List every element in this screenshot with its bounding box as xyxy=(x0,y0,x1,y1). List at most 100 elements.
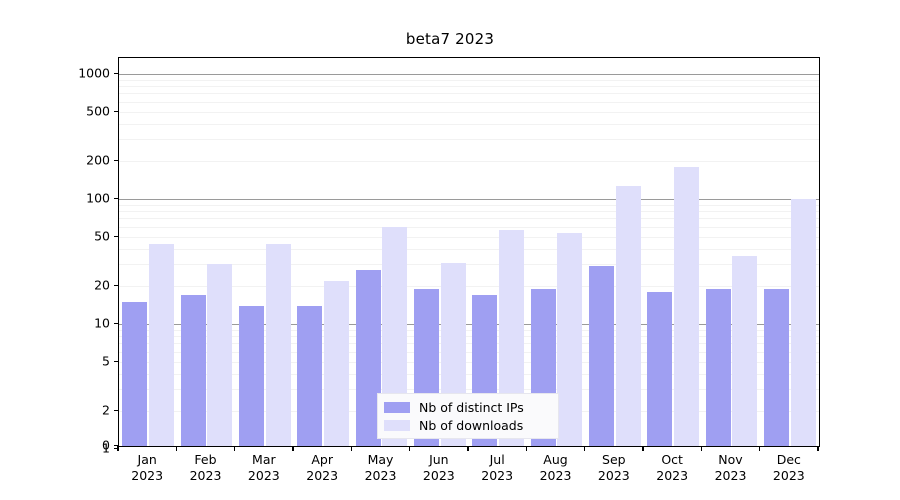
x-tick-mark xyxy=(759,446,761,451)
chart-title: beta7 2023 xyxy=(405,30,495,48)
bar-dec-distinct-ips xyxy=(764,289,790,446)
gridline-minor xyxy=(119,248,819,250)
chart-legend: Nb of distinct IPs Nb of downloads xyxy=(377,393,559,439)
bar-apr-downloads xyxy=(323,281,349,446)
x-tick-label-month: Oct xyxy=(661,452,683,467)
bar-nov-downloads xyxy=(732,256,758,446)
x-tick-label-year: 2023 xyxy=(597,468,630,483)
x-tick-mark xyxy=(175,446,177,451)
gridline-minor xyxy=(119,329,819,331)
gridline-minor xyxy=(119,236,819,238)
y-axis-tick-labels: 0 1 2 5 10 20 50 100 200 500 1000 xyxy=(48,57,110,456)
x-tick-label-month: Jul xyxy=(489,452,505,467)
gridline-minor xyxy=(119,211,819,213)
x-tick-label-month: Dec xyxy=(776,452,801,467)
bar-oct-distinct-ips xyxy=(647,292,673,446)
x-tick-label-may: May 2023 xyxy=(365,452,397,484)
legend-item-distinct-ips[interactable]: Nb of distinct IPs xyxy=(384,398,550,416)
x-axis-tick-labels: Jan 2023 Feb 2023 Mar 2023 Apr 2023 May 2023 Jun 20… xyxy=(118,452,818,496)
x-tick-label-year: 2023 xyxy=(306,468,339,483)
x-tick-label-month: Jun xyxy=(429,452,449,467)
legend-label-downloads: Nb of downloads xyxy=(419,417,524,433)
legend-swatch-icon-downloads xyxy=(384,419,410,431)
bar-apr-distinct-ips xyxy=(297,305,323,446)
y-tick-label-0: 0 xyxy=(102,437,110,453)
x-tick-label-month: Nov xyxy=(718,452,743,467)
y-tick-mark xyxy=(113,160,118,162)
x-tick-label-year: 2023 xyxy=(364,468,397,483)
x-tick-label-month: Feb xyxy=(194,452,217,467)
x-tick-mark xyxy=(642,446,644,451)
y-tick-label-500: 500 xyxy=(86,103,110,119)
x-tick-label-nov: Nov 2023 xyxy=(715,452,747,484)
legend-swatch-icon-distinct-ips xyxy=(384,401,410,413)
x-tick-label-month: Mar xyxy=(252,452,276,467)
bar-jan-distinct-ips xyxy=(122,302,148,446)
bar-may-distinct-ips xyxy=(355,270,381,446)
plot-area xyxy=(118,57,820,447)
y-tick-mark xyxy=(113,285,118,287)
x-tick-mark xyxy=(584,446,586,451)
bar-oct-downloads xyxy=(673,167,699,446)
bar-sep-downloads xyxy=(615,185,641,446)
x-tick-label-year: 2023 xyxy=(189,468,222,483)
gridline-minor xyxy=(119,389,819,391)
y-tick-label-20: 20 xyxy=(94,277,110,293)
bar-feb-distinct-ips xyxy=(180,295,206,446)
gridline-minor xyxy=(119,226,819,228)
y-tick-label-1: 1 xyxy=(102,440,110,456)
gridline-minor xyxy=(119,373,819,375)
x-tick-label-apr: Apr 2023 xyxy=(306,452,338,484)
gridline-minor xyxy=(119,351,819,353)
x-tick-label-year: 2023 xyxy=(539,468,572,483)
gridline-minor xyxy=(119,111,819,113)
x-tick-label-month: Sep xyxy=(602,452,626,467)
bar-aug-downloads xyxy=(557,233,583,446)
y-axis-tick-marks xyxy=(113,57,119,450)
x-tick-label-month: May xyxy=(367,452,394,467)
gridline-major xyxy=(119,74,819,75)
y-tick-mark xyxy=(113,235,118,237)
gridline-minor xyxy=(119,161,819,163)
x-tick-mark xyxy=(409,446,411,451)
x-tick-label-year: 2023 xyxy=(481,468,514,483)
x-tick-label-month: Aug xyxy=(543,452,568,467)
y-tick-mark xyxy=(113,73,118,75)
x-tick-label-year: 2023 xyxy=(714,468,747,483)
x-tick-mark xyxy=(467,446,469,451)
x-tick-mark xyxy=(117,446,119,451)
gridline-minor xyxy=(119,101,819,103)
x-tick-label-aug: Aug 2023 xyxy=(540,452,572,484)
x-tick-label-year: 2023 xyxy=(422,468,455,483)
y-tick-mark xyxy=(113,198,118,200)
y-tick-label-10: 10 xyxy=(94,315,110,331)
y-tick-mark xyxy=(113,360,118,362)
y-tick-mark xyxy=(113,110,118,112)
y-tick-mark xyxy=(113,323,118,325)
bar-jan-downloads xyxy=(148,243,174,446)
x-tick-mark xyxy=(350,446,352,451)
gridline-minor xyxy=(119,204,819,206)
y-tick-mark xyxy=(113,410,118,412)
legend-item-downloads[interactable]: Nb of downloads xyxy=(384,416,550,434)
y-tick-label-2: 2 xyxy=(102,402,110,418)
x-tick-mark xyxy=(525,446,527,451)
gridline-minor xyxy=(119,336,819,338)
y-tick-label-50: 50 xyxy=(94,228,110,244)
x-tick-label-dec: Dec 2023 xyxy=(773,452,805,484)
x-tick-mark xyxy=(700,446,702,451)
x-tick-label-jun: Jun 2023 xyxy=(423,452,455,484)
bar-dec-downloads xyxy=(790,199,816,446)
gridline-minor xyxy=(119,286,819,288)
x-tick-label-year: 2023 xyxy=(772,468,805,483)
x-tick-mark xyxy=(234,446,236,451)
x-tick-label-jan: Jan 2023 xyxy=(131,452,163,484)
gridline-minor xyxy=(119,343,819,345)
x-tick-label-month: Jan xyxy=(137,452,157,467)
gridline-major xyxy=(119,199,819,200)
y-tick-label-100: 100 xyxy=(86,190,110,206)
x-tick-mark xyxy=(817,446,819,451)
gridline-minor xyxy=(119,218,819,220)
bar-sep-distinct-ips xyxy=(589,266,615,446)
gridline-minor xyxy=(119,139,819,141)
